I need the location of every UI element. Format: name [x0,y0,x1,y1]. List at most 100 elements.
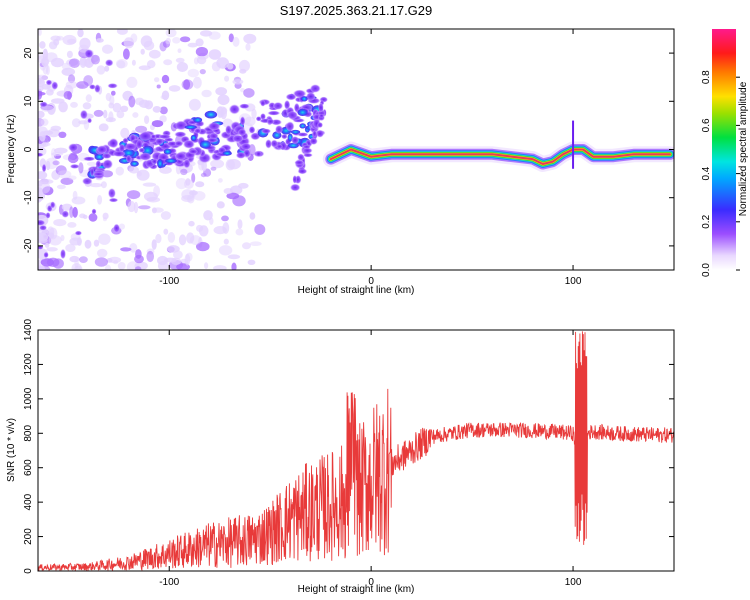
noise-speckle [108,256,122,264]
noise-speckle [61,62,71,70]
x-tick-label: 0 [368,276,374,287]
spectral-blob [112,150,126,157]
noise-speckle [103,109,108,119]
noise-speckle [78,162,84,174]
y-tick-label: 400 [23,493,34,510]
noise-speckle [163,59,173,66]
spectral-blob [107,83,118,89]
snr-ylabel: SNR (10 * v/v) [6,418,17,482]
noise-speckle [38,74,48,81]
noise-speckle [89,183,103,188]
spectral-blob [297,168,308,175]
noise-speckle [57,170,72,179]
spectral-blob [310,84,321,93]
noise-speckle [181,189,195,200]
noise-speckle [128,95,136,108]
noise-speckle [146,196,161,203]
noise-speckle [167,232,176,243]
spectral-blob [260,113,266,120]
noise-speckle [117,262,126,270]
y-tick-label: -20 [23,238,34,253]
noise-speckle [218,178,223,183]
noise-speckle [98,233,111,245]
noise-speckle [98,123,109,132]
noise-speckle [79,213,86,219]
noise-speckle [228,33,234,43]
spectral-blob [294,103,300,113]
noise-speckle [76,81,89,89]
y-tick-label: 10 [23,95,34,107]
noise-speckle [222,222,230,234]
noise-speckle [68,58,80,68]
noise-speckle [79,37,91,50]
spectral-blob [130,160,139,167]
colorbar-tick-label: 0.2 [701,214,712,228]
noise-speckle [146,60,156,69]
noise-speckle [38,233,44,243]
spectral-blob [94,153,105,161]
noise-speckle [60,177,74,185]
spectral-blob [138,131,152,141]
spectral-blob [302,147,313,154]
spectral-blob [138,147,145,153]
spectral-blob [50,201,56,209]
snr-xlabel: Height of straight line (km) [298,584,415,595]
spectral-blob [287,142,299,149]
spectral-blob [261,128,271,134]
spectral-blob [302,144,311,149]
spectral-blob [90,167,95,177]
x-tick-label: 0 [368,577,374,588]
noise-speckle [172,37,181,44]
frequency-track [329,148,671,165]
spectrogram-image [38,29,674,270]
spectral-blob [83,156,96,161]
noise-speckle [45,157,58,169]
noise-speckle [213,265,227,270]
y-tick-label: 200 [23,528,34,545]
noise-speckle [102,212,109,220]
noise-speckle [204,262,209,269]
noise-speckle [156,84,161,89]
noise-speckle [54,147,68,154]
spectral-blob [158,134,171,140]
noise-speckle [208,49,222,60]
noise-speckle [131,59,136,66]
spectral-blob [290,183,301,192]
noise-speckle [123,48,130,60]
noise-speckle [115,166,125,176]
noise-speckle [192,76,202,89]
noise-speckle [38,265,46,270]
noise-speckle [58,101,68,113]
spectral-blob [285,93,297,101]
noise-speckle [159,115,167,123]
noise-speckle [41,83,51,90]
spectral-blob [39,225,47,231]
x-tick-label: 100 [565,276,582,287]
colorbar-tick-label: 0.8 [701,70,712,84]
noise-speckle [40,118,49,126]
noise-speckle [55,165,67,176]
spectral-blob [174,152,187,161]
noise-speckle [138,99,150,109]
spectral-blob [95,160,102,168]
noise-speckle [93,239,100,247]
spectral-blob [270,139,278,148]
spectral-blob [287,111,298,120]
colorbar-label: Normalized spectral amplitude [738,81,749,216]
spectral-blob [122,137,129,144]
noise-speckle [171,257,182,265]
noise-speckle [167,245,180,253]
noise-speckle [181,79,194,90]
x-tick-label: -100 [159,276,179,287]
spectral-blob [255,116,262,122]
noise-speckle [242,242,251,250]
y-tick-label: -10 [23,190,34,205]
spectral-blob [91,208,97,215]
noise-speckle [144,115,150,124]
noise-speckle [70,101,78,108]
noise-speckle [66,50,73,59]
noise-speckle [151,120,164,128]
